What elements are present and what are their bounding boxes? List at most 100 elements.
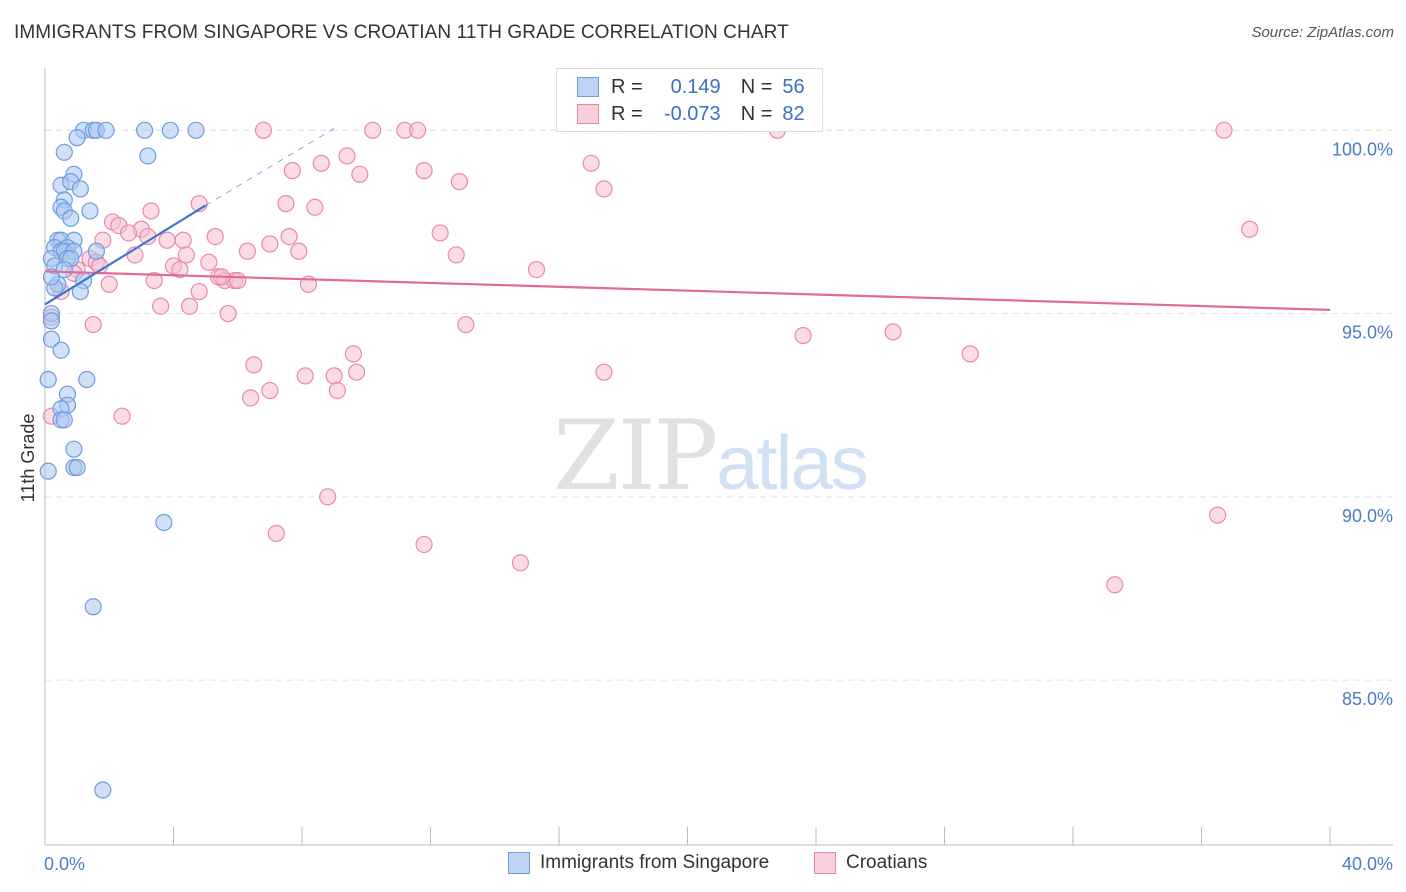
croatians-point bbox=[238, 242, 256, 260]
croatians-point bbox=[415, 162, 433, 180]
singapore-point bbox=[84, 598, 102, 616]
singapore-point bbox=[139, 147, 157, 165]
croatians-point bbox=[595, 180, 613, 198]
croatians-point bbox=[267, 524, 285, 543]
croatians-point bbox=[1215, 121, 1233, 139]
singapore-point bbox=[78, 370, 96, 389]
croatians-point bbox=[447, 246, 465, 264]
croatians-point bbox=[145, 271, 163, 290]
croatians-point bbox=[312, 154, 330, 172]
axes bbox=[44, 68, 1393, 846]
croatians-point bbox=[280, 227, 298, 246]
croatians-point bbox=[261, 235, 279, 253]
croatians-point bbox=[84, 315, 102, 334]
legend-r-value: -0.073 bbox=[663, 102, 721, 125]
trend-lines bbox=[44, 128, 1331, 311]
croatians-point bbox=[415, 535, 433, 554]
singapore-point bbox=[55, 411, 73, 429]
singapore-point bbox=[81, 202, 99, 220]
singapore-trend-line bbox=[44, 204, 207, 306]
croatians-point bbox=[364, 121, 382, 139]
series-legend-croatians: Croatians bbox=[814, 852, 927, 874]
axis-labels: 100.0% 95.0% 90.0% 85.0% 0.0% 40.0% 11th Grade bbox=[18, 139, 1393, 874]
watermark-atlas: atlas bbox=[716, 421, 869, 506]
singapore-point bbox=[155, 513, 173, 532]
croatians-point bbox=[152, 297, 170, 315]
singapore-point bbox=[42, 312, 61, 330]
croatians-point bbox=[431, 224, 449, 242]
singapore-point bbox=[52, 341, 70, 359]
singapore-point bbox=[42, 268, 61, 286]
croatians-point bbox=[277, 195, 295, 213]
croatians-point bbox=[119, 224, 138, 242]
croatians-point bbox=[457, 315, 475, 334]
watermark: ZIPatlas bbox=[553, 400, 869, 512]
legend-swatch-pink bbox=[577, 104, 599, 124]
croatians-point bbox=[229, 271, 247, 290]
croatians-point bbox=[511, 554, 530, 572]
singapore-point bbox=[62, 209, 80, 227]
singapore-trend-extension bbox=[205, 128, 335, 206]
croatians-point bbox=[1106, 576, 1124, 594]
singapore-point bbox=[94, 781, 112, 799]
singapore-point bbox=[55, 260, 73, 279]
croatians-point bbox=[794, 326, 812, 345]
croatians-point bbox=[595, 363, 613, 381]
legend-n-value: 56 bbox=[782, 75, 805, 98]
legend-r-value: 0.149 bbox=[670, 75, 721, 98]
singapore-point bbox=[187, 121, 205, 139]
singapore-point bbox=[97, 121, 115, 139]
legend-r-label: R = bbox=[611, 102, 643, 125]
singapore-point bbox=[55, 143, 73, 161]
x-tick-label-max: 40.0% bbox=[1342, 854, 1393, 874]
croatians-point bbox=[242, 389, 260, 407]
legend-row-croatians: R = -0.073 N = 82 bbox=[577, 101, 805, 127]
croatians-points bbox=[42, 121, 1259, 594]
croatians-point bbox=[283, 162, 301, 180]
croatians-point bbox=[1241, 220, 1259, 238]
x-tick-label-min: 0.0% bbox=[44, 854, 85, 874]
croatians-point bbox=[325, 367, 343, 385]
croatians-point bbox=[174, 231, 192, 249]
watermark-zip: ZIP bbox=[553, 400, 718, 512]
legend-r-label: R = bbox=[611, 75, 643, 98]
croatians-point bbox=[582, 154, 600, 172]
croatians-point bbox=[328, 381, 346, 400]
series-legend: Immigrants from Singapore Croatians bbox=[0, 852, 1406, 880]
y-tick-label: 90.0% bbox=[1342, 506, 1393, 526]
y-axis-label: 11th Grade bbox=[18, 414, 38, 503]
croatians-point bbox=[1208, 506, 1227, 524]
singapore-points bbox=[39, 121, 205, 799]
series-swatch-blue bbox=[508, 852, 530, 874]
singapore-point bbox=[68, 129, 86, 147]
croatians-point bbox=[245, 356, 263, 374]
series-label-croatians: Croatians bbox=[846, 852, 928, 873]
croatians-point bbox=[450, 173, 469, 191]
singapore-point bbox=[68, 458, 86, 477]
correlation-legend: R = 0.149 N = 56 R = -0.073 N = 82 bbox=[556, 68, 823, 132]
croatians-point bbox=[527, 260, 546, 279]
series-label-singapore: Immigrants from Singapore bbox=[540, 852, 770, 873]
y-tick-label: 100.0% bbox=[1332, 139, 1393, 159]
croatians-point bbox=[142, 202, 160, 220]
croatians-point bbox=[351, 165, 369, 183]
singapore-point bbox=[39, 370, 57, 389]
singapore-point bbox=[135, 121, 154, 139]
croatians-point bbox=[180, 297, 199, 315]
y-tick-label: 85.0% bbox=[1342, 689, 1393, 709]
croatians-point bbox=[348, 363, 366, 381]
legend-n-value: 82 bbox=[782, 102, 805, 125]
croatians-point bbox=[254, 121, 273, 139]
croatians-trend-line bbox=[44, 270, 1331, 311]
croatians-point bbox=[290, 242, 308, 260]
legend-n-label: N = bbox=[740, 75, 773, 98]
croatians-point bbox=[296, 367, 314, 385]
singapore-point bbox=[87, 242, 106, 260]
croatians-point bbox=[884, 323, 902, 341]
croatians-point bbox=[158, 231, 176, 249]
croatians-point bbox=[206, 227, 224, 246]
singapore-point bbox=[42, 330, 61, 348]
source-label: Source: ZipAtlas.com bbox=[1251, 24, 1394, 41]
croatians-point bbox=[113, 407, 131, 425]
